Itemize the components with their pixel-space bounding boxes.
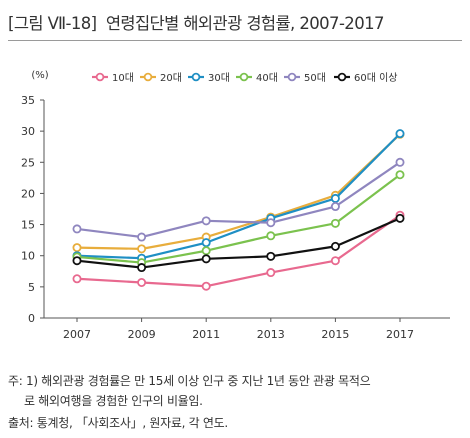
y-tick-label: 25	[21, 156, 35, 169]
legend-marker-5	[287, 72, 297, 82]
data-point	[330, 256, 340, 266]
y-tick-label: 0	[28, 312, 35, 325]
series-line-4	[76, 173, 401, 264]
legend-marker-1	[95, 72, 105, 82]
series-line-6	[76, 217, 401, 269]
legend-marker-4	[239, 72, 249, 82]
data-point	[137, 232, 147, 242]
data-point	[201, 246, 211, 256]
x-tick-label: 2007	[63, 328, 91, 341]
chart-axes: (%) 0 5 10 15 20 25 30 35 2007 2009 2011 2013 2015 201…	[21, 70, 450, 341]
x-tick-label: 2015	[321, 328, 349, 341]
footnote-1: 주: 1) 해외관광 경험률은 만 15세 이상 인구 중 지난 1년 동안 관…	[8, 374, 371, 388]
data-point	[201, 238, 211, 248]
data-point	[266, 218, 276, 228]
legend-marker-6	[337, 72, 347, 82]
title-divider	[8, 40, 462, 41]
legend-label-5: 50대	[304, 72, 326, 84]
x-tick-label: 2013	[257, 328, 285, 341]
data-point	[395, 129, 405, 139]
data-point	[330, 202, 340, 212]
data-point	[72, 224, 82, 234]
data-point	[266, 251, 276, 261]
data-point	[266, 268, 276, 278]
data-point	[137, 244, 147, 254]
series-line-1	[76, 214, 401, 288]
x-tick-label: 2011	[192, 328, 220, 341]
data-point	[72, 274, 82, 284]
legend-label-1: 10대	[112, 72, 134, 84]
legend-marker-2	[143, 72, 153, 82]
data-point	[330, 193, 340, 203]
legend-label-3: 30대	[208, 72, 230, 84]
series-line-3	[76, 132, 401, 260]
data-point	[201, 216, 211, 226]
figure-title-row: [그림 Ⅶ-18] 연령집단별 해외관광 경험률, 2007-2017	[8, 10, 384, 34]
y-tick-label: 35	[21, 94, 35, 107]
footnote-2: 로 해외여행을 경험한 인구의 비율임.	[24, 394, 203, 408]
figure-tag: [그림 Ⅶ-18]	[8, 14, 97, 33]
data-point	[137, 263, 147, 273]
legend-label-2: 20대	[160, 72, 182, 84]
x-tick-label: 2017	[386, 328, 414, 341]
chart-series	[72, 129, 405, 291]
line-chart: (%) 0 5 10 15 20 25 30 35 2007 2009 2011 2013 2015 201…	[21, 70, 450, 341]
data-point	[330, 241, 340, 251]
y-tick-label: 30	[21, 125, 35, 138]
legend-label-4: 40대	[256, 72, 278, 84]
y-tick-label: 20	[21, 187, 35, 200]
data-point	[72, 243, 82, 253]
y-tick-label: 10	[21, 250, 35, 263]
data-point	[330, 218, 340, 228]
data-point	[201, 254, 211, 264]
chart-legend: 10대 20대 30대 40대 50대 60대 이상	[92, 72, 398, 84]
y-tick-label: 5	[28, 281, 35, 294]
data-point	[266, 231, 276, 241]
series-line-2	[76, 133, 401, 250]
series-line-5	[76, 161, 401, 239]
data-point	[395, 170, 405, 180]
y-unit-label: (%)	[31, 70, 48, 81]
data-point	[395, 157, 405, 167]
source-note: 출처: 통계청, 「사회조사」, 원자료, 각 연도.	[8, 416, 228, 430]
legend-label-6: 60대 이상	[354, 72, 398, 84]
data-point	[201, 281, 211, 291]
legend-marker-3	[191, 72, 201, 82]
data-point	[72, 256, 82, 266]
data-point	[137, 277, 147, 287]
figure-title: 연령집단별 해외관광 경험률, 2007-2017	[105, 14, 385, 33]
x-tick-label: 2009	[128, 328, 156, 341]
y-tick-label: 15	[21, 219, 35, 232]
data-point	[395, 213, 405, 223]
